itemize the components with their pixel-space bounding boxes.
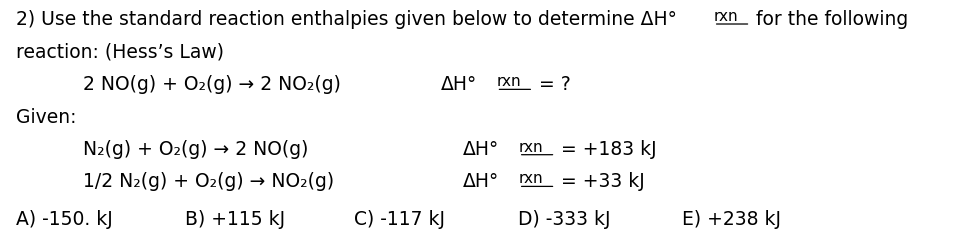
Text: ΔH°: ΔH° xyxy=(463,172,499,191)
Text: Given:: Given: xyxy=(15,108,76,127)
Text: 2 NO(g) + O₂(g) → 2 NO₂(g): 2 NO(g) + O₂(g) → 2 NO₂(g) xyxy=(83,75,342,94)
Text: D) -333 kJ: D) -333 kJ xyxy=(518,210,610,229)
Text: A) -150. kJ: A) -150. kJ xyxy=(15,210,112,229)
Text: 1/2 N₂(g) + O₂(g) → NO₂(g): 1/2 N₂(g) + O₂(g) → NO₂(g) xyxy=(83,172,335,191)
Text: ΔH°: ΔH° xyxy=(440,75,477,94)
Text: 2) Use the standard reaction enthalpies given below to determine ΔH°: 2) Use the standard reaction enthalpies … xyxy=(15,10,677,29)
Text: C) -117 kJ: C) -117 kJ xyxy=(353,210,444,229)
Text: reaction: (Hess’s Law): reaction: (Hess’s Law) xyxy=(15,42,224,62)
Text: B) +115 kJ: B) +115 kJ xyxy=(185,210,285,229)
Text: ΔH°: ΔH° xyxy=(463,140,499,159)
Text: N₂(g) + O₂(g) → 2 NO(g): N₂(g) + O₂(g) → 2 NO(g) xyxy=(83,140,309,159)
Text: = +33 kJ: = +33 kJ xyxy=(556,172,646,191)
Text: E) +238 kJ: E) +238 kJ xyxy=(681,210,781,229)
Text: rxn: rxn xyxy=(713,9,739,24)
Text: rxn: rxn xyxy=(519,140,543,155)
Text: for the following: for the following xyxy=(750,10,909,29)
Text: rxn: rxn xyxy=(497,74,521,89)
Text: = ?: = ? xyxy=(533,75,571,94)
Text: = +183 kJ: = +183 kJ xyxy=(556,140,657,159)
Text: rxn: rxn xyxy=(519,171,543,186)
